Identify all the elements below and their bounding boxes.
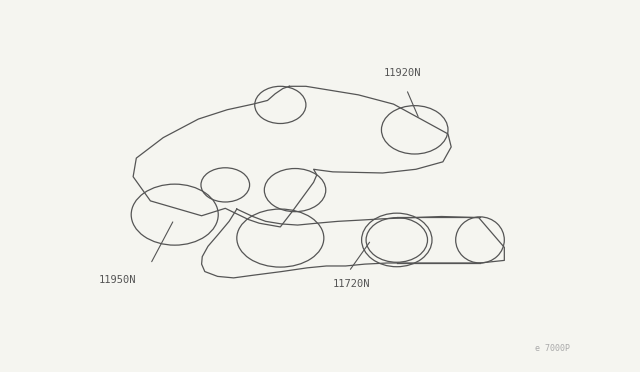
Text: 11720N: 11720N — [333, 279, 371, 289]
Text: e 7000P: e 7000P — [534, 344, 570, 353]
Text: 11920N: 11920N — [384, 68, 422, 78]
Text: 11950N: 11950N — [99, 275, 137, 285]
